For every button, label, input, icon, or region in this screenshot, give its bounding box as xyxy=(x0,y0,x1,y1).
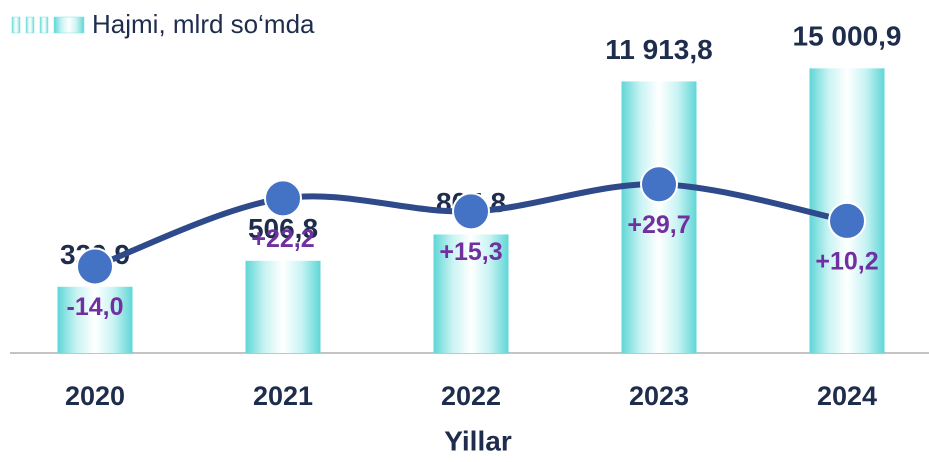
x-tick-label: 2020 xyxy=(65,381,125,411)
line-marker xyxy=(640,165,678,204)
legend-swatch xyxy=(11,16,21,34)
line-marker xyxy=(76,247,114,286)
x-tick-label: 2022 xyxy=(441,381,501,411)
bar xyxy=(57,286,133,353)
x-tick-label: 2023 xyxy=(629,381,689,411)
bar-value-label: 11 913,8 xyxy=(605,34,712,65)
bar-value-label: 15 000,9 xyxy=(793,21,902,52)
bar xyxy=(621,81,697,354)
bar-value-label: 506,8 xyxy=(248,213,318,244)
x-tick-label: 2021 xyxy=(253,381,313,411)
legend-swatch xyxy=(53,16,85,34)
legend-label: Hajmi, mlrd so‘mda xyxy=(92,9,315,39)
growth-label: +22,2 xyxy=(251,225,314,253)
x-axis-title: Yillar xyxy=(444,425,512,456)
legend-swatch xyxy=(25,16,35,34)
line-marker xyxy=(264,179,302,218)
growth-label: +29,7 xyxy=(627,211,690,239)
bar xyxy=(245,260,321,353)
growth-label: -14,0 xyxy=(67,293,124,321)
line-marker xyxy=(452,192,490,231)
x-tick-label: 2024 xyxy=(817,381,877,411)
line-marker xyxy=(828,201,866,240)
growth-label: +10,2 xyxy=(815,248,878,276)
bar xyxy=(433,234,509,353)
growth-label: +15,3 xyxy=(439,238,502,266)
legend-swatch xyxy=(39,16,49,34)
